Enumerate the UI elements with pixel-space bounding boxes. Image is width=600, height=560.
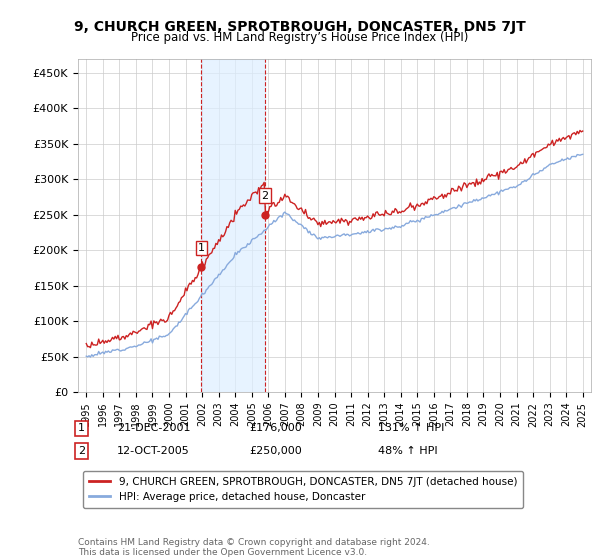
- Bar: [202, 59, 265, 392]
- Legend: 9, CHURCH GREEN, SPROTBROUGH, DONCASTER, DN5 7JT (detached house), HPI: Average : 9, CHURCH GREEN, SPROTBROUGH, DONCASTER,…: [83, 470, 523, 508]
- Text: 131% ↑ HPI: 131% ↑ HPI: [378, 423, 445, 433]
- Text: 12-OCT-2005: 12-OCT-2005: [117, 446, 190, 456]
- Text: £250,000: £250,000: [249, 446, 302, 456]
- Text: 2: 2: [261, 190, 268, 200]
- Text: £176,000: £176,000: [249, 423, 302, 433]
- Text: 48% ↑ HPI: 48% ↑ HPI: [378, 446, 437, 456]
- Text: Price paid vs. HM Land Registry’s House Price Index (HPI): Price paid vs. HM Land Registry’s House …: [131, 31, 469, 44]
- Text: 1: 1: [198, 243, 205, 253]
- Text: Contains HM Land Registry data © Crown copyright and database right 2024.
This d: Contains HM Land Registry data © Crown c…: [78, 538, 430, 557]
- Text: 1: 1: [78, 423, 85, 433]
- Text: 9, CHURCH GREEN, SPROTBROUGH, DONCASTER, DN5 7JT: 9, CHURCH GREEN, SPROTBROUGH, DONCASTER,…: [74, 20, 526, 34]
- Text: 21-DEC-2001: 21-DEC-2001: [117, 423, 191, 433]
- Text: 2: 2: [78, 446, 85, 456]
